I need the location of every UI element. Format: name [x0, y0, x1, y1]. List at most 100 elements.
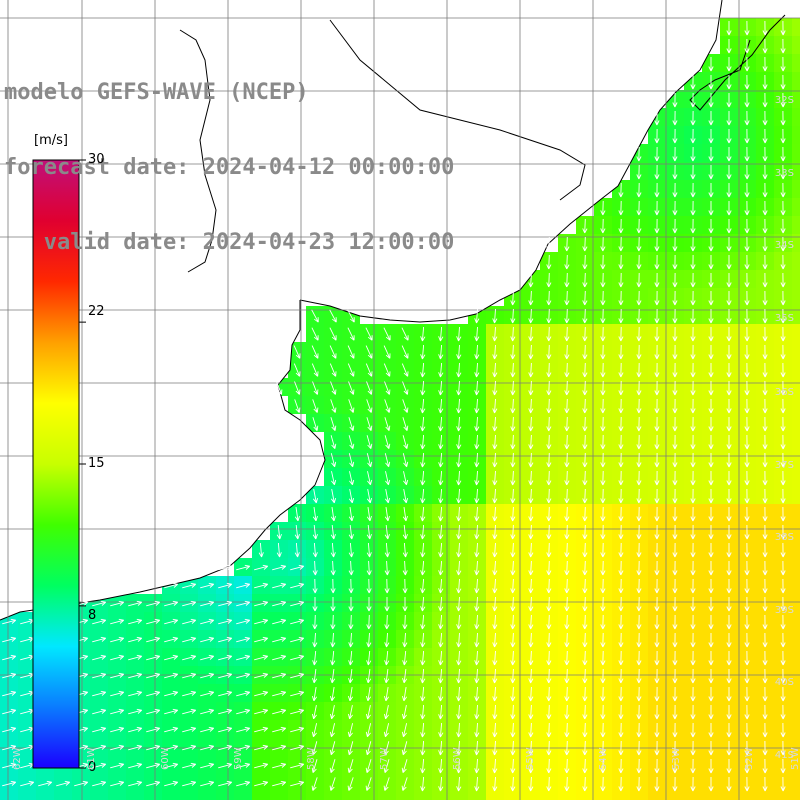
- arrow-icon: [384, 669, 390, 684]
- arrow-icon: [384, 489, 391, 504]
- title-valid-date: valid date: 2024-04-23 12:00:00: [4, 230, 455, 255]
- arrow-icon: [384, 453, 391, 468]
- arrow-icon: [564, 542, 570, 558]
- arrow-icon: [744, 452, 750, 468]
- arrow-icon: [654, 686, 660, 702]
- arrow-icon: [510, 758, 516, 774]
- arrow-icon: [236, 780, 251, 787]
- arrow-icon: [618, 506, 624, 522]
- wind-cell: [90, 738, 108, 756]
- arrow-icon: [92, 600, 107, 607]
- arrow-icon: [294, 524, 300, 540]
- arrow-icon: [438, 488, 444, 504]
- lon-label-54w: 54W: [598, 747, 609, 770]
- colorbar-ticks: [79, 159, 86, 769]
- arrow-icon: [654, 668, 660, 684]
- arrow-icon: [366, 632, 372, 648]
- arrow-icon: [762, 20, 768, 36]
- wind-cell: [252, 558, 270, 576]
- arrow-icon: [690, 218, 696, 234]
- arrow-icon: [726, 327, 732, 342]
- arrow-icon: [636, 272, 642, 288]
- arrow-icon: [726, 615, 732, 630]
- arrow-icon: [762, 668, 768, 684]
- lat-label-35s: 35S: [774, 313, 794, 324]
- arrow-icon: [182, 780, 197, 787]
- arrow-icon: [546, 578, 552, 594]
- arrow-icon: [402, 542, 408, 558]
- arrow-icon: [528, 362, 534, 378]
- arrow-icon: [331, 471, 337, 486]
- arrow-icon: [708, 435, 714, 450]
- arrow-icon: [672, 344, 678, 360]
- arrow-icon: [528, 614, 534, 630]
- arrow-icon: [182, 672, 197, 679]
- arrow-icon: [636, 146, 642, 162]
- arrow-icon: [456, 542, 462, 558]
- arrow-icon: [582, 380, 588, 396]
- arrow-icon: [672, 218, 678, 234]
- arrow-icon: [690, 650, 696, 666]
- arrow-icon: [329, 345, 337, 359]
- arrow-icon: [618, 290, 624, 306]
- arrow-icon: [330, 435, 337, 449]
- arrow-icon: [582, 488, 588, 504]
- arrow-icon: [726, 237, 732, 252]
- arrow-icon: [182, 618, 197, 625]
- arrow-icon: [38, 780, 53, 787]
- arrow-icon: [744, 542, 750, 558]
- wind-cell: [792, 198, 800, 216]
- arrow-icon: [708, 201, 714, 216]
- arrow-icon: [474, 596, 480, 612]
- arrow-icon: [438, 380, 444, 396]
- arrow-icon: [672, 110, 678, 126]
- arrow-icon: [564, 236, 570, 252]
- arrow-icon: [182, 744, 197, 751]
- arrow-icon: [726, 345, 732, 360]
- arrow-icon: [492, 542, 498, 558]
- arrow-icon: [510, 452, 516, 468]
- arrow-icon: [582, 398, 588, 414]
- arrow-icon: [510, 704, 516, 720]
- arrow-icon: [311, 327, 319, 341]
- arrow-icon: [780, 758, 786, 774]
- arrow-icon: [401, 777, 408, 791]
- wind-cell: [288, 576, 306, 594]
- arrow-icon: [384, 614, 390, 630]
- wind-cell: [792, 792, 800, 800]
- arrow-icon: [438, 542, 444, 558]
- arrow-icon: [474, 668, 480, 684]
- arrow-icon: [128, 636, 143, 643]
- arrow-icon: [236, 654, 251, 661]
- wind-cell: [342, 792, 360, 800]
- arrow-icon: [474, 632, 480, 648]
- wind-cell: [792, 558, 800, 576]
- arrow-icon: [762, 650, 768, 666]
- arrow-icon: [762, 218, 768, 234]
- arrow-icon: [438, 632, 444, 648]
- arrow-icon: [272, 672, 287, 679]
- arrow-icon: [726, 705, 732, 720]
- arrow-icon: [690, 596, 696, 612]
- wind-cell: [648, 792, 666, 800]
- wind-vectors: [2, 20, 786, 792]
- arrow-icon: [347, 741, 354, 756]
- arrow-icon: [654, 578, 660, 594]
- arrow-icon: [564, 362, 570, 378]
- arrow-icon: [726, 435, 732, 450]
- arrow-icon: [582, 686, 588, 702]
- arrow-icon: [762, 506, 768, 522]
- arrow-icon: [744, 776, 750, 792]
- arrow-icon: [708, 777, 714, 792]
- arrow-icon: [218, 564, 233, 571]
- arrow-icon: [690, 434, 696, 450]
- arrow-icon: [200, 708, 215, 715]
- arrow-icon: [618, 380, 624, 396]
- wind-cell: [792, 540, 800, 558]
- wind-speed-cells: [0, 18, 800, 800]
- colorbar-tick-15: 15: [88, 456, 105, 471]
- wind-cell: [18, 702, 36, 720]
- wind-cell: [162, 594, 180, 612]
- wind-cell: [792, 324, 800, 342]
- arrow-icon: [492, 722, 498, 738]
